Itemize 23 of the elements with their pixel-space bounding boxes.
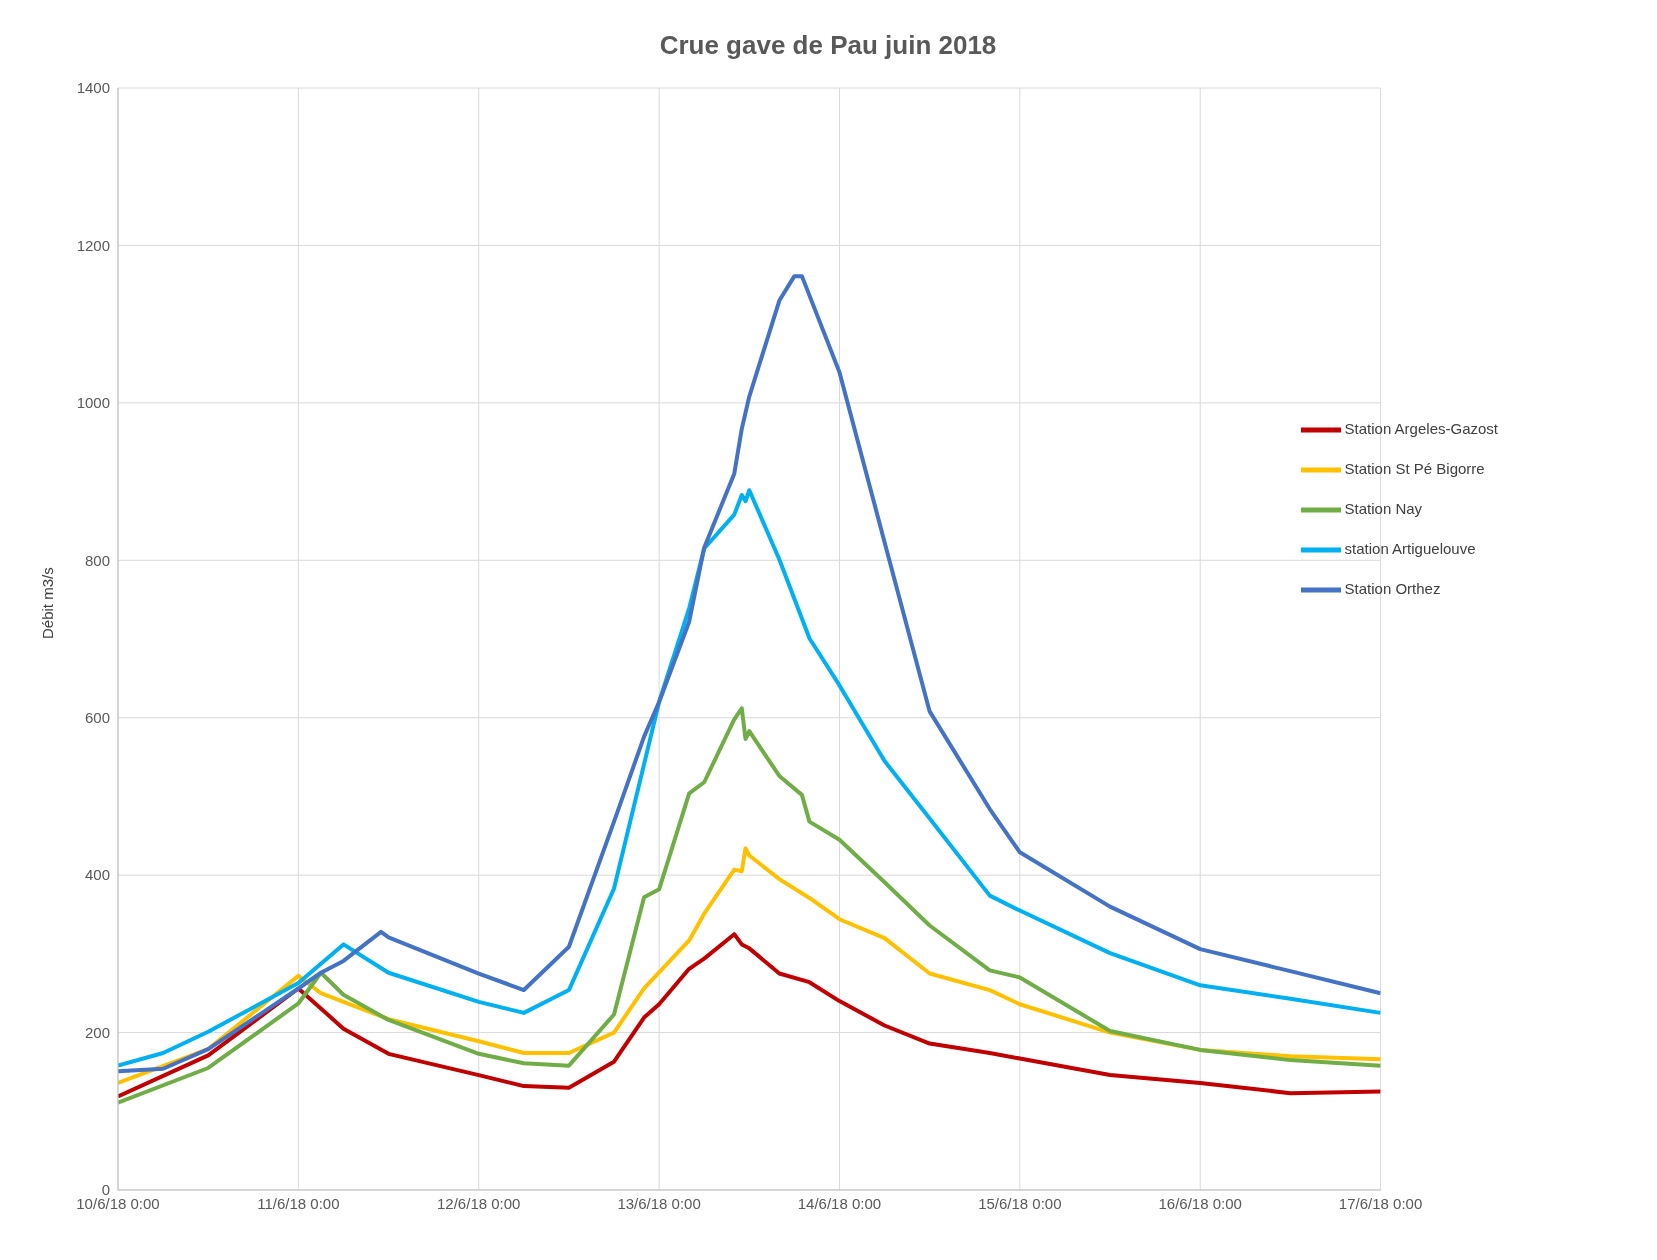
- legend-label: Station Nay: [1344, 500, 1423, 518]
- y-tick-label: 600: [84, 709, 110, 727]
- x-tick-label: 17/6/18 0:00: [1338, 1194, 1423, 1212]
- x-tick-label: 13/6/18 0:00: [617, 1194, 701, 1212]
- y-tick-label: 400: [84, 866, 110, 884]
- legend-label: station Artiguelouve: [1344, 540, 1476, 558]
- x-tick-label: 15/6/18 0:00: [978, 1194, 1062, 1212]
- x-tick-label: 14/6/18 0:00: [797, 1194, 882, 1212]
- y-tick-label: 1400: [76, 79, 110, 97]
- legend-label: Station St Pé Bigorre: [1344, 460, 1485, 478]
- legend-label: Station Argeles-Gazost: [1344, 420, 1498, 438]
- line-series: [118, 706, 1381, 1105]
- y-tick-label: 1000: [76, 394, 110, 412]
- y-tick-label: 200: [84, 1023, 110, 1041]
- x-tick-label: 16/6/18 0:00: [1158, 1194, 1242, 1212]
- y-tick-label: 1200: [76, 236, 110, 254]
- y-tick-label: 800: [84, 551, 110, 569]
- chart-title: Crue gave de Pau juin 2018: [658, 29, 998, 62]
- legend-label: Station Orthez: [1344, 580, 1441, 598]
- y-axis-title: Débit m3/s: [39, 567, 57, 639]
- x-tick-label: 11/6/18 0:00: [257, 1194, 340, 1212]
- x-tick-label: 12/6/18 0:00: [437, 1194, 521, 1212]
- line-series: [118, 932, 1381, 1099]
